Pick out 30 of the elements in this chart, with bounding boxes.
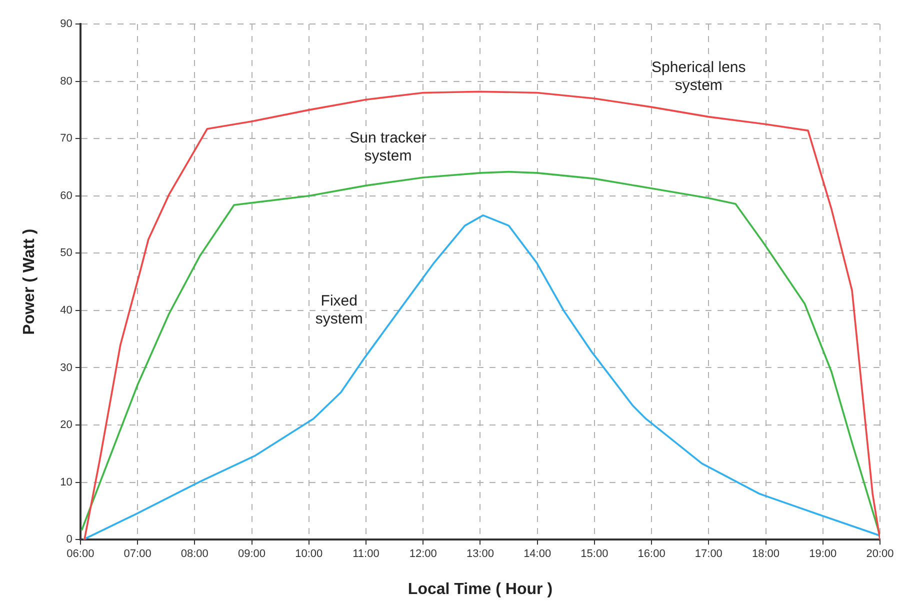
series-label: Sun tracker system xyxy=(350,130,426,165)
x-tick-label: 13:00 xyxy=(466,548,494,560)
y-tick-label: 60 xyxy=(60,190,72,202)
x-tick-label: 06:00 xyxy=(66,548,94,560)
x-tick-label: 18:00 xyxy=(752,548,780,560)
x-tick-label: 07:00 xyxy=(124,548,152,560)
y-tick-label: 20 xyxy=(60,419,72,432)
y-tick-label: 90 xyxy=(60,18,72,30)
x-tick-label: 17:00 xyxy=(694,548,722,560)
series-label: Fixed system xyxy=(315,292,363,328)
x-tick-label: 16:00 xyxy=(638,548,666,560)
x-tick-label: 15:00 xyxy=(580,548,608,560)
y-tick-label: 70 xyxy=(60,132,72,145)
x-axis-title: Local Time ( Hour ) xyxy=(408,580,553,598)
x-tick-label: 19:00 xyxy=(809,548,837,560)
y-tick-label: 30 xyxy=(60,362,72,374)
y-tick-label: 0 xyxy=(66,534,72,546)
y-tick-label: 10 xyxy=(60,476,72,488)
x-tick-label: 11:00 xyxy=(352,548,380,560)
x-tick-label: 12:00 xyxy=(409,548,437,560)
x-tick-label: 08:00 xyxy=(180,548,208,560)
x-tick-label: 20:00 xyxy=(866,548,894,560)
series-label: Spherical lens system xyxy=(652,58,746,94)
x-tick-label: 14:00 xyxy=(524,548,552,560)
y-tick-label: 50 xyxy=(60,247,72,260)
y-tick-label: 80 xyxy=(60,75,72,88)
y-axis-title: Power ( Watt ) xyxy=(21,228,38,335)
x-tick-label: 10:00 xyxy=(295,548,323,560)
y-tick-label: 40 xyxy=(60,304,72,316)
x-tick-label: 09:00 xyxy=(238,548,266,560)
